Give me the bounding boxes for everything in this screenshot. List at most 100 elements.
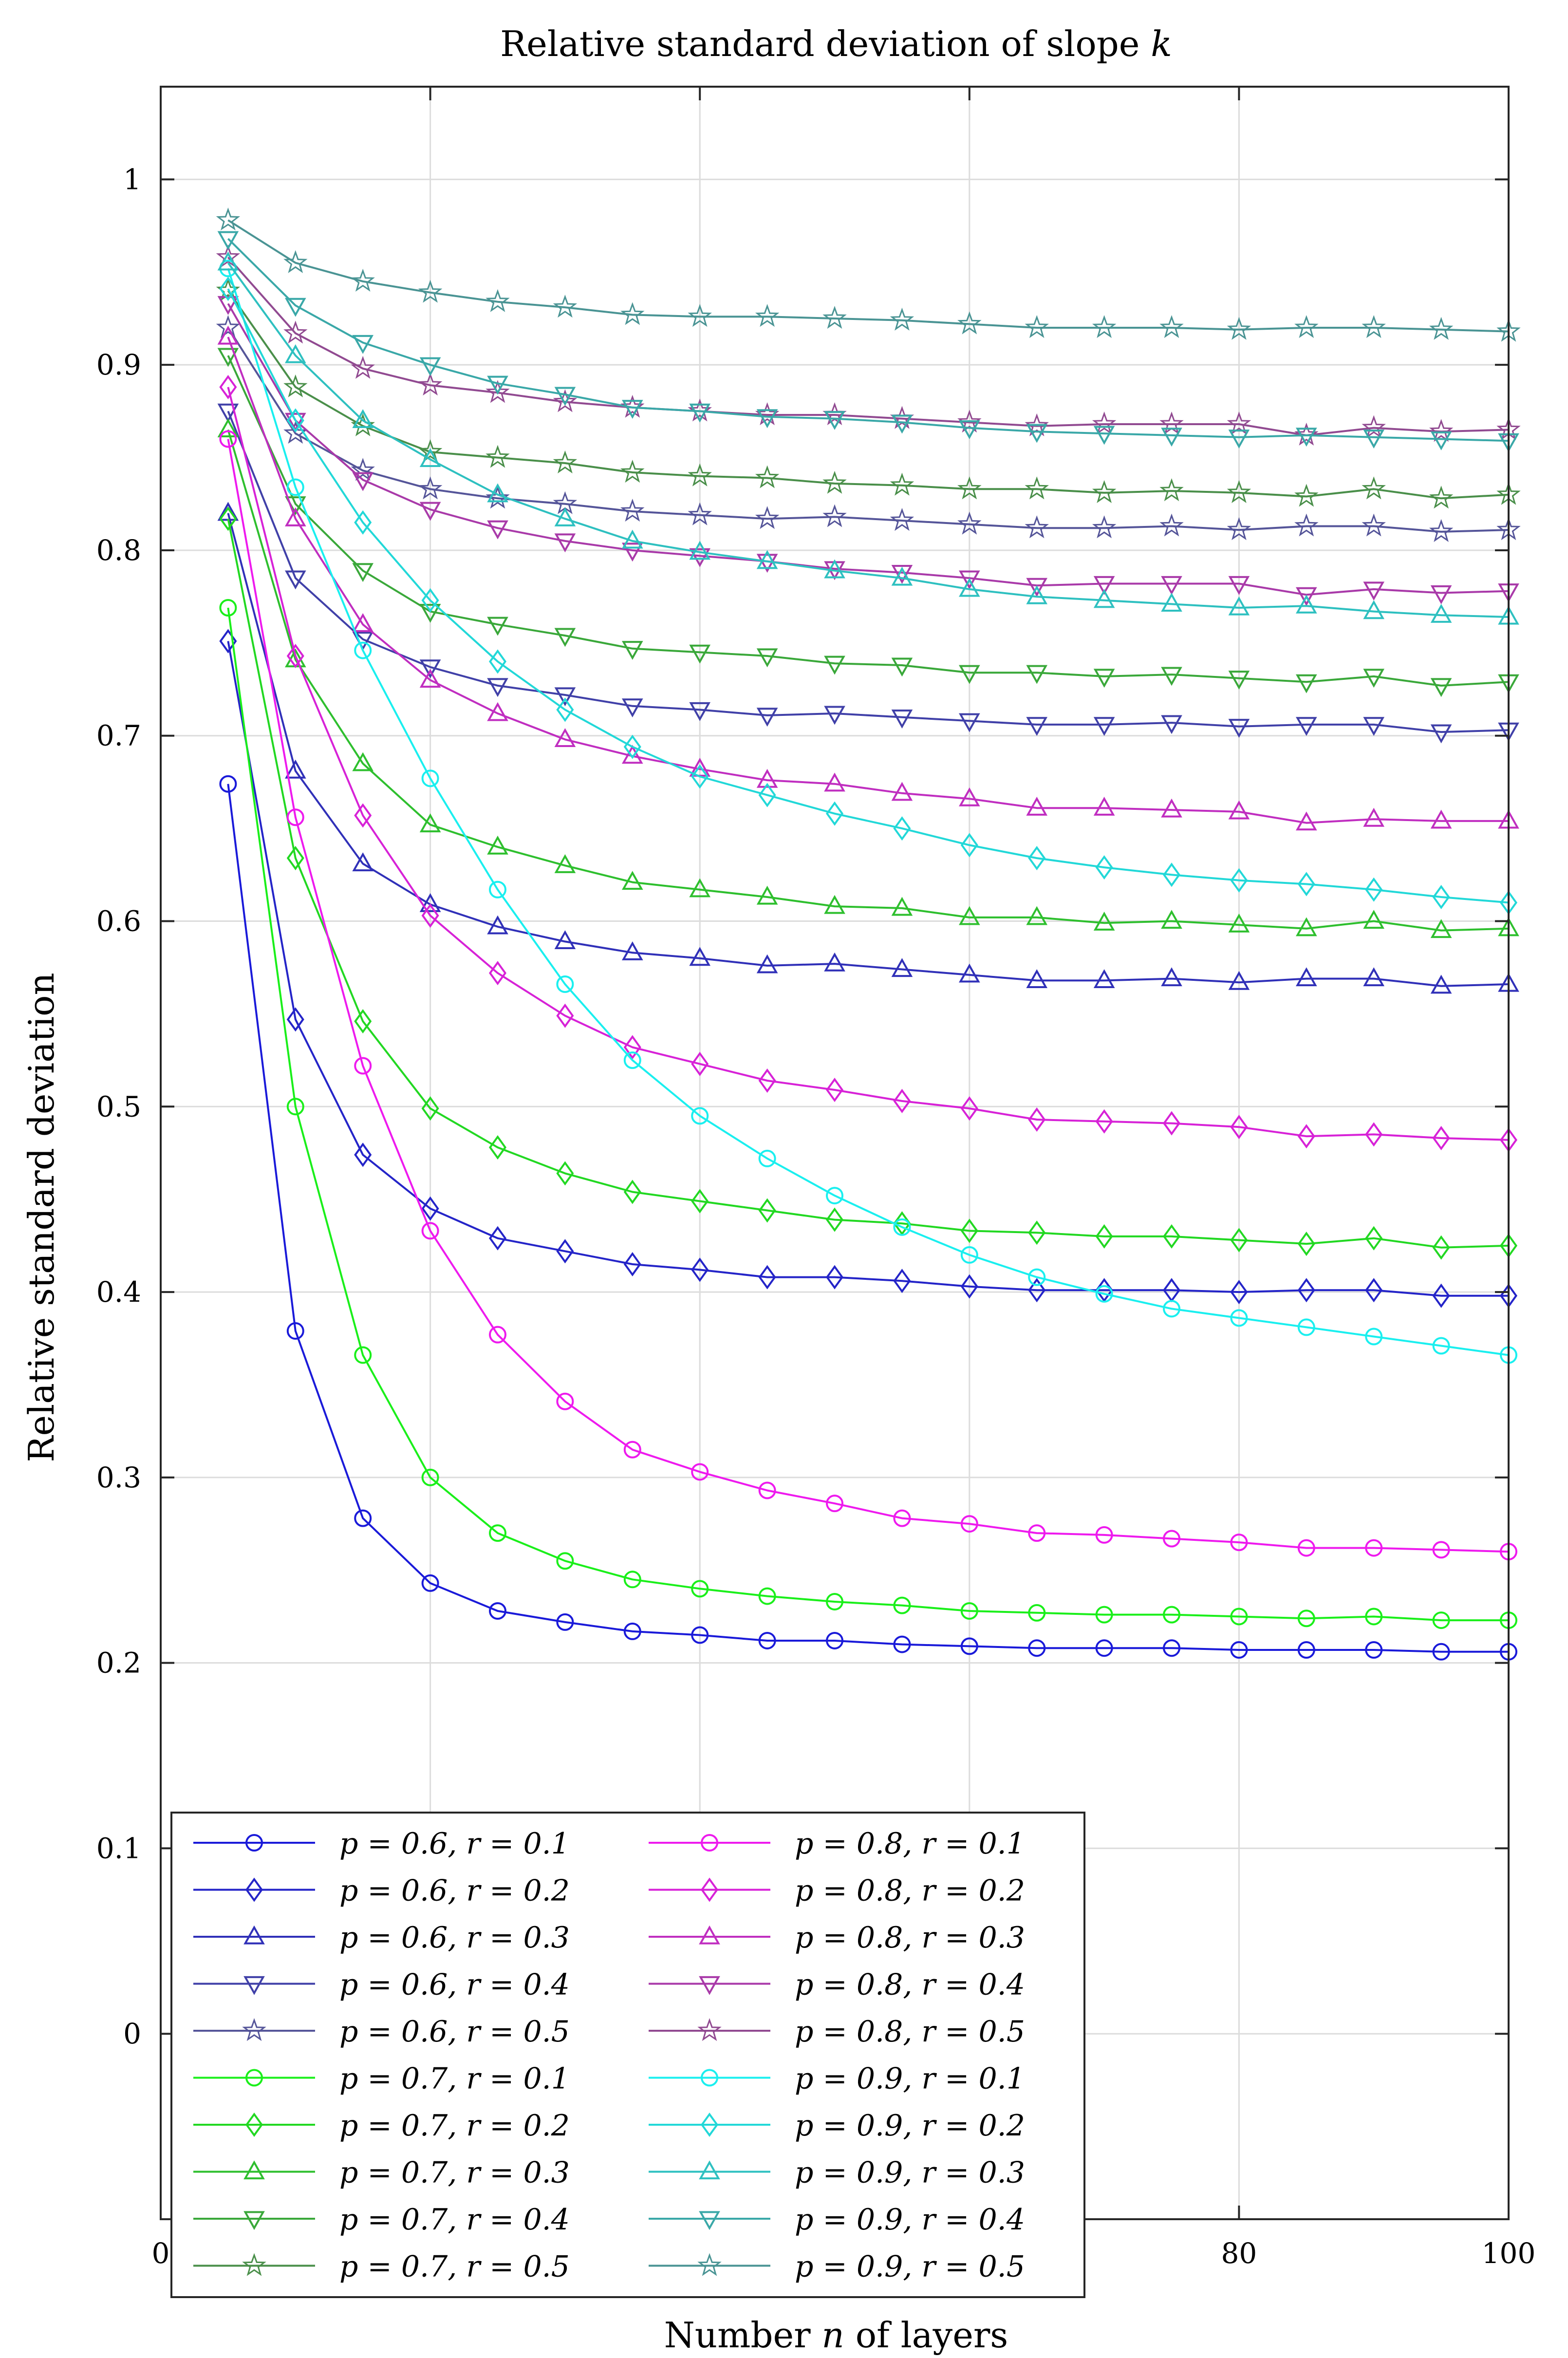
data-point bbox=[824, 895, 845, 914]
data-point bbox=[286, 408, 304, 433]
data-point bbox=[1429, 419, 1454, 442]
data-point bbox=[1026, 578, 1048, 597]
data-point bbox=[352, 472, 374, 491]
data-point bbox=[1092, 480, 1117, 504]
series-line bbox=[227, 238, 1509, 442]
data-point bbox=[893, 1269, 911, 1293]
data-point bbox=[1163, 1606, 1180, 1624]
data-point bbox=[1026, 665, 1048, 684]
data-point bbox=[554, 687, 576, 707]
data-point bbox=[689, 548, 711, 567]
legend-item: p = 0.7, r = 0.4 bbox=[193, 2203, 570, 2237]
data-point bbox=[1365, 1278, 1383, 1303]
data-point bbox=[488, 649, 507, 674]
data-point bbox=[960, 1246, 978, 1264]
data-point bbox=[418, 280, 443, 303]
data-point bbox=[758, 1587, 776, 1605]
legend-item: p = 0.9, r = 0.4 bbox=[649, 2203, 1025, 2237]
data-point bbox=[822, 470, 847, 494]
data-point bbox=[352, 563, 374, 582]
legend-item: p = 0.8, r = 0.3 bbox=[649, 1921, 1025, 1955]
data-point bbox=[621, 871, 643, 890]
y-tick-label: 0.3 bbox=[96, 1461, 141, 1494]
data-point bbox=[1095, 1526, 1113, 1544]
legend-marker bbox=[243, 1976, 265, 1995]
data-point bbox=[893, 1211, 911, 1236]
data-point bbox=[217, 348, 239, 367]
data-point bbox=[824, 706, 845, 725]
data-point bbox=[1362, 476, 1386, 500]
data-point bbox=[1025, 476, 1049, 500]
data-point bbox=[756, 954, 778, 973]
data-point bbox=[691, 1107, 709, 1125]
data-point bbox=[825, 1265, 844, 1290]
data-point bbox=[1432, 1126, 1450, 1151]
legend-item: p = 0.7, r = 0.5 bbox=[193, 2250, 570, 2284]
data-point bbox=[217, 251, 239, 271]
data-point bbox=[958, 570, 980, 590]
data-point bbox=[826, 1495, 843, 1513]
legend-item: p = 0.7, r = 0.3 bbox=[193, 2156, 570, 2190]
data-point bbox=[487, 915, 508, 935]
data-point bbox=[419, 893, 441, 912]
data-point bbox=[691, 1580, 709, 1598]
data-point bbox=[1093, 969, 1115, 988]
legend-label: p = 0.9, r = 0.2 bbox=[795, 2109, 1025, 2143]
legend-label: p = 0.7, r = 0.3 bbox=[339, 2156, 570, 2190]
data-point bbox=[960, 833, 978, 858]
data-point bbox=[1432, 1337, 1450, 1355]
data-point bbox=[1363, 717, 1385, 736]
legend-marker bbox=[242, 2253, 266, 2276]
data-point bbox=[1026, 585, 1048, 604]
data-point bbox=[554, 507, 576, 526]
data-point bbox=[1430, 724, 1452, 744]
data-point bbox=[1430, 585, 1452, 604]
data-point bbox=[960, 1637, 978, 1655]
data-point bbox=[958, 665, 980, 684]
data-point bbox=[1297, 1278, 1315, 1303]
data-point bbox=[1159, 478, 1184, 502]
data-point bbox=[1163, 1639, 1180, 1657]
series-7 bbox=[219, 506, 1518, 1260]
data-point bbox=[890, 472, 915, 496]
data-point bbox=[1230, 1309, 1248, 1327]
data-point bbox=[891, 414, 913, 434]
series-layer bbox=[216, 207, 1521, 1661]
data-point bbox=[354, 1509, 372, 1527]
data-point bbox=[485, 445, 510, 468]
data-point bbox=[1162, 862, 1181, 887]
series-3 bbox=[217, 502, 1519, 994]
legend-marker bbox=[697, 2253, 722, 2276]
data-point bbox=[1294, 513, 1319, 537]
data-point bbox=[1093, 717, 1115, 736]
data-point bbox=[957, 311, 982, 335]
data-point bbox=[1432, 1643, 1450, 1661]
data-point bbox=[958, 906, 980, 925]
chart-title: Relative standard deviation of slope k bbox=[500, 23, 1172, 64]
data-point bbox=[352, 335, 374, 354]
data-point bbox=[1297, 1124, 1315, 1149]
legend-label: p = 0.8, r = 0.2 bbox=[795, 1874, 1025, 1908]
data-point bbox=[1294, 484, 1319, 507]
data-point bbox=[554, 628, 576, 647]
legend-marker bbox=[245, 1834, 263, 1852]
legend-label: p = 0.6, r = 0.3 bbox=[339, 1921, 570, 1955]
data-point bbox=[354, 641, 372, 659]
legend-marker bbox=[699, 1976, 720, 1995]
data-point bbox=[689, 644, 711, 664]
data-point bbox=[556, 1239, 574, 1264]
data-point bbox=[623, 1441, 641, 1459]
data-point bbox=[352, 752, 374, 771]
legend-marker bbox=[243, 2211, 265, 2230]
legend-label: p = 0.8, r = 0.5 bbox=[795, 2015, 1025, 2049]
data-point bbox=[1227, 517, 1251, 541]
data-point bbox=[286, 1007, 304, 1032]
data-point bbox=[890, 307, 915, 331]
data-point bbox=[891, 565, 913, 584]
data-point bbox=[1161, 715, 1182, 734]
data-point bbox=[691, 1626, 709, 1644]
data-point bbox=[352, 409, 374, 429]
legend-label: p = 0.8, r = 0.3 bbox=[795, 1921, 1025, 1955]
data-point bbox=[485, 289, 510, 312]
data-point bbox=[283, 374, 308, 397]
